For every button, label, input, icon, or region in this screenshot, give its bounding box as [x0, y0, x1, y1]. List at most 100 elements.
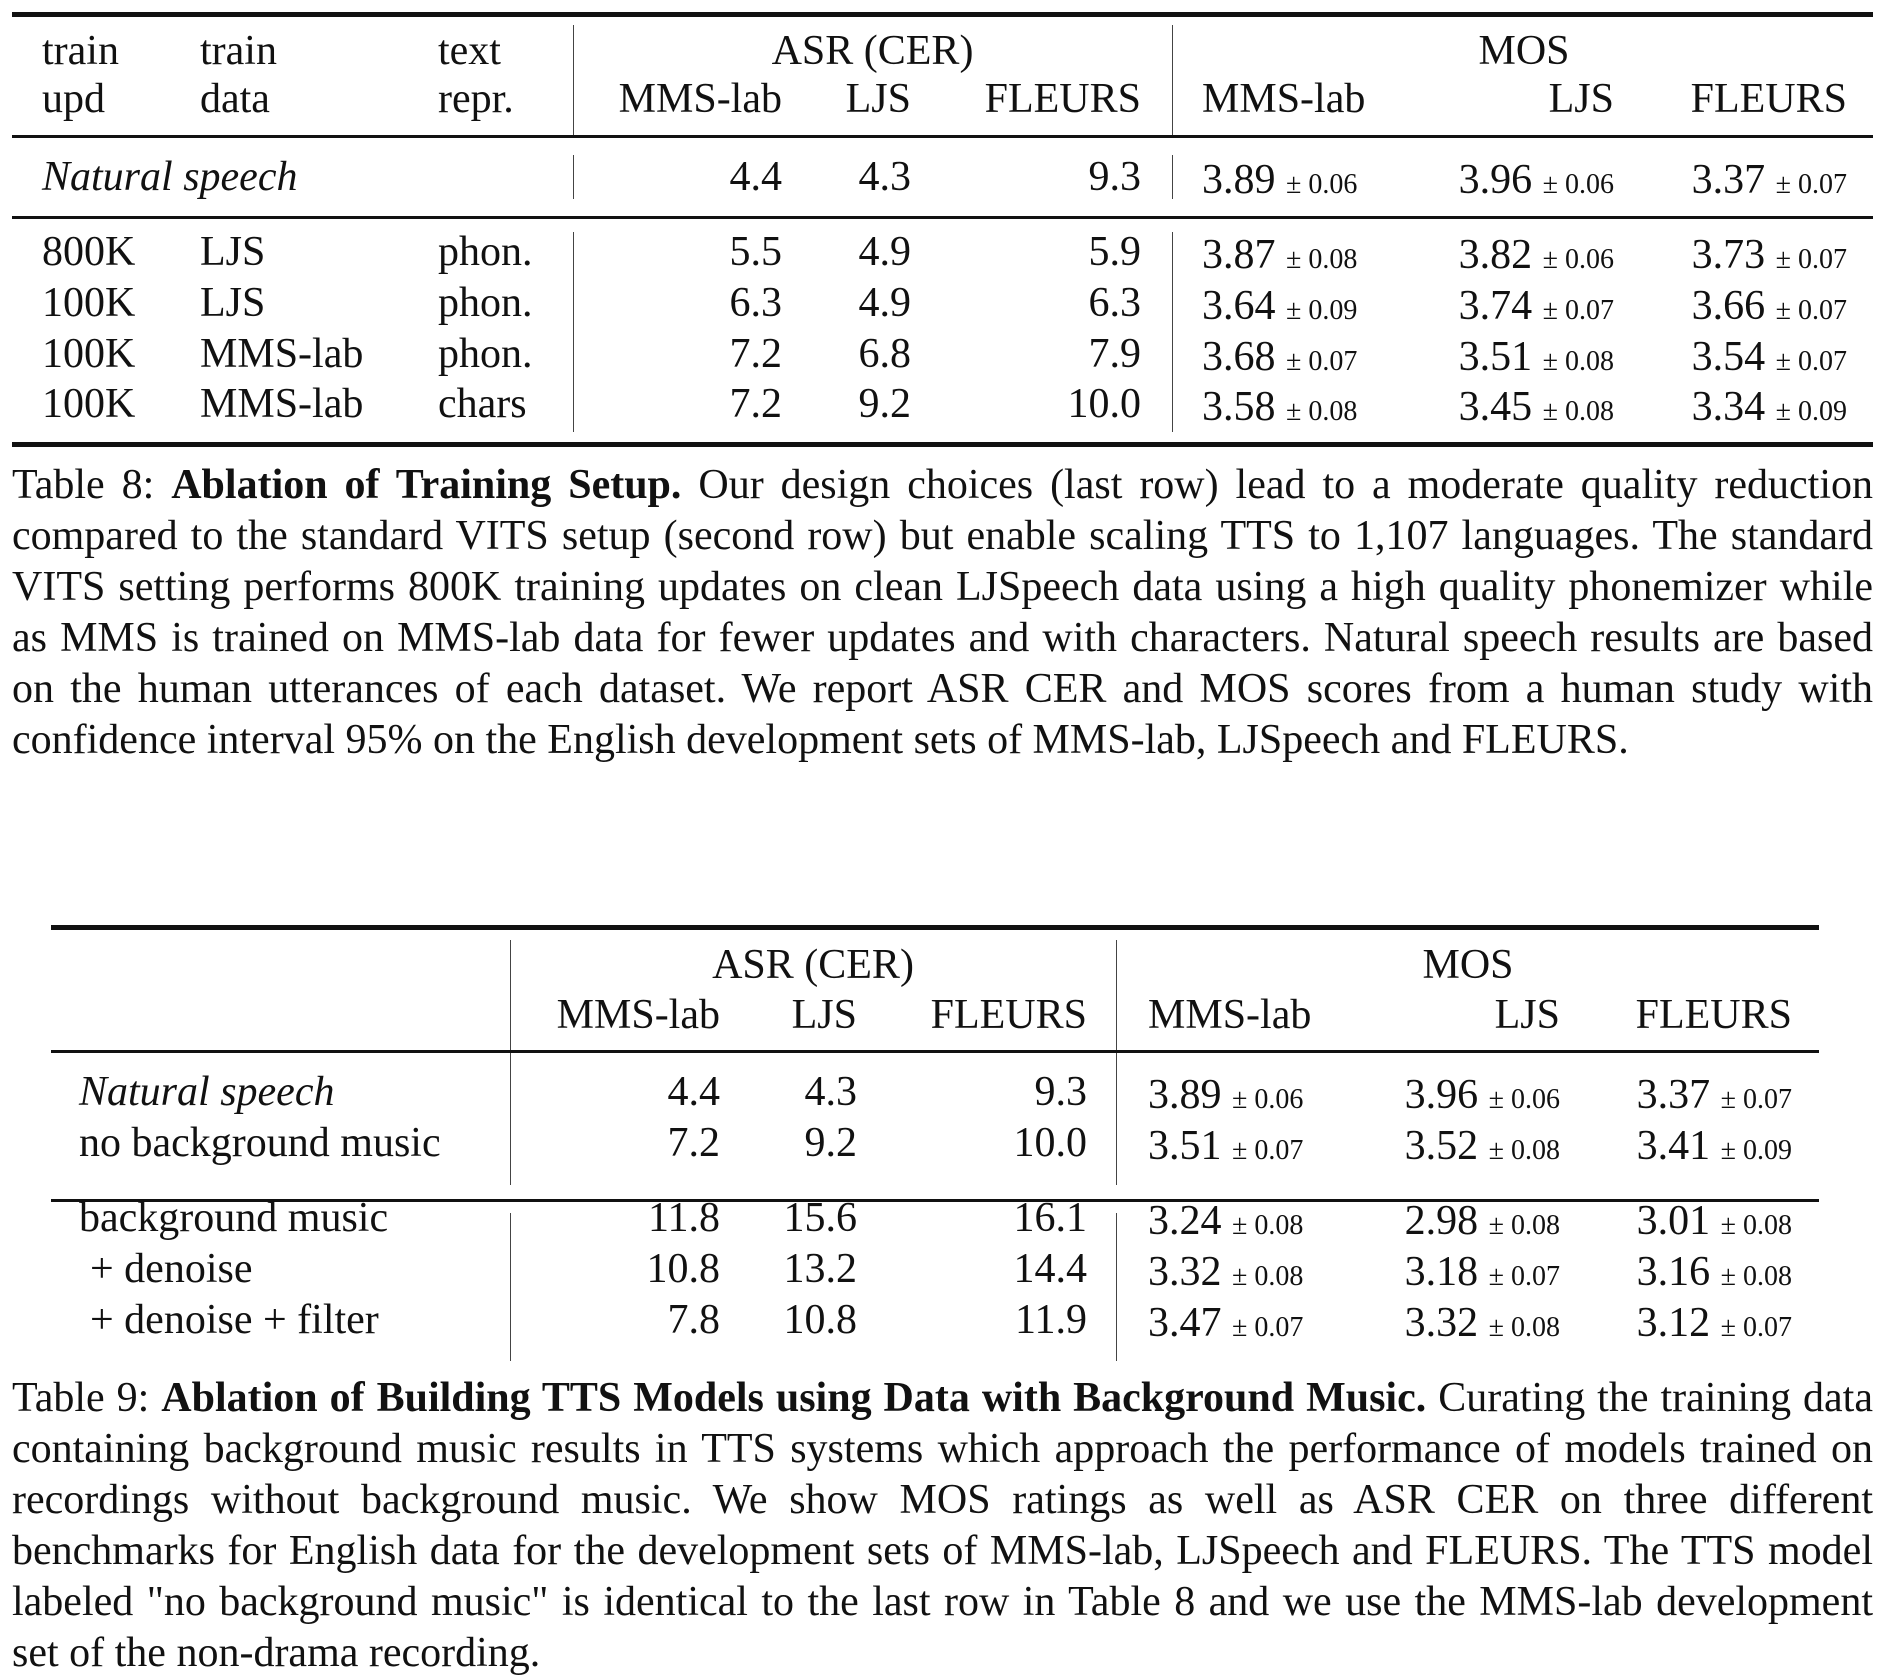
column-header-asr: FLEURS	[984, 76, 1141, 122]
asr-value: 4.4	[667, 1069, 721, 1115]
confidence-interval: ± 0.07	[1720, 1084, 1792, 1115]
asr-value: 4.3	[858, 154, 912, 200]
confidence-interval: ± 0.08	[1232, 1261, 1304, 1292]
column-header-mos: LJS	[1494, 992, 1560, 1038]
mos-value: 3.68	[1202, 334, 1276, 380]
mos-value: 3.58	[1202, 384, 1276, 430]
row-train-upd: 100K	[42, 331, 136, 377]
mos-cell: 3.89 ± 0.06	[1148, 1070, 1303, 1125]
confidence-interval: ± 0.09	[1286, 295, 1358, 326]
column-header: data	[200, 76, 270, 122]
row-text-repr: phon.	[438, 331, 533, 377]
confidence-interval: ± 0.08	[1488, 1135, 1560, 1166]
mos-value: 3.24	[1148, 1198, 1222, 1244]
table-9-caption: Table 9: Ablation of Building TTS Models…	[12, 1373, 1873, 1679]
confidence-interval: ± 0.07	[1542, 295, 1614, 326]
column-header-asr: FLEURS	[930, 992, 1087, 1038]
row-text-repr: phon.	[438, 229, 533, 275]
mos-cell: 3.58 ± 0.08	[1202, 382, 1357, 437]
mos-value: 3.37	[1636, 1072, 1711, 1118]
asr-value: 15.6	[783, 1195, 858, 1241]
column-divider	[1116, 940, 1117, 1068]
mos-cell: 3.24 ± 0.08	[1148, 1196, 1303, 1251]
mos-value: 3.12	[1636, 1300, 1711, 1346]
column-header-asr: MMS-lab	[618, 76, 782, 122]
row-text-repr: phon.	[438, 280, 533, 326]
mos-cell: 3.41 ± 0.09	[1637, 1121, 1792, 1176]
mos-cell: 3.51 ± 0.07	[1148, 1121, 1303, 1176]
confidence-interval: ± 0.07	[1488, 1261, 1560, 1292]
asr-value: 10.8	[646, 1246, 721, 1292]
mos-value: 3.37	[1691, 157, 1766, 203]
row-train-data: LJS	[200, 229, 266, 275]
asr-value: 6.8	[858, 331, 912, 377]
mos-value: 3.64	[1202, 283, 1276, 329]
mos-cell: 3.54 ± 0.07	[1692, 332, 1847, 387]
asr-value: 6.3	[729, 280, 783, 326]
column-divider	[510, 1213, 511, 1361]
column-header-mos: FLEURS	[1635, 992, 1792, 1038]
caption-body: Our design choices (last row) lead to a …	[12, 462, 1873, 763]
mos-value: 3.89	[1202, 157, 1276, 203]
mos-value: 3.54	[1691, 334, 1766, 380]
asr-value: 9.2	[804, 1120, 858, 1166]
mos-value: 3.51	[1148, 1123, 1222, 1169]
table-8-caption: Table 8: Ablation of Training Setup. Our…	[12, 460, 1873, 766]
mos-cell: 3.74 ± 0.07	[1459, 281, 1614, 336]
mos-value: 3.52	[1404, 1123, 1479, 1169]
confidence-interval: ± 0.07	[1775, 346, 1847, 377]
mos-cell: 3.87 ± 0.08	[1202, 230, 1357, 285]
asr-value: 16.1	[1013, 1195, 1088, 1241]
confidence-interval: ± 0.08	[1286, 244, 1358, 275]
mos-value: 3.96	[1404, 1072, 1479, 1118]
confidence-interval: ± 0.07	[1232, 1135, 1304, 1166]
mos-cell: 3.68 ± 0.07	[1202, 332, 1357, 387]
caption-title: Ablation of Training Setup.	[171, 462, 682, 508]
asr-value: 14.4	[1013, 1246, 1088, 1292]
caption-body: Curating the training data containing ba…	[12, 1375, 1873, 1676]
mos-cell: 3.34 ± 0.09	[1692, 382, 1847, 437]
confidence-interval: ± 0.09	[1720, 1135, 1792, 1166]
mos-cell: 3.66 ± 0.07	[1692, 281, 1847, 336]
row-train-data: MMS-lab	[200, 381, 364, 427]
confidence-interval: ± 0.08	[1232, 1210, 1304, 1241]
mos-value: 3.66	[1691, 283, 1766, 329]
row-train-upd: 100K	[42, 280, 136, 326]
mos-value: 3.32	[1404, 1300, 1479, 1346]
asr-value: 5.9	[1088, 229, 1142, 275]
confidence-interval: ± 0.07	[1720, 1312, 1792, 1343]
row-train-data: MMS-lab	[200, 331, 364, 377]
mos-cell: 3.12 ± 0.07	[1637, 1298, 1792, 1353]
asr-value: 11.8	[648, 1195, 720, 1241]
confidence-interval: ± 0.06	[1286, 169, 1358, 200]
mos-cell: 2.98 ± 0.08	[1405, 1196, 1560, 1251]
confidence-interval: ± 0.07	[1232, 1312, 1304, 1343]
column-divider	[1116, 1213, 1117, 1361]
column-divider	[1172, 25, 1173, 135]
asr-value: 4.3	[804, 1069, 858, 1115]
mos-cell: 3.47 ± 0.07	[1148, 1298, 1303, 1353]
row-train-upd: 800K	[42, 229, 136, 275]
asr-value: 7.2	[667, 1120, 721, 1166]
caption-label: Table 8:	[12, 462, 155, 508]
group-header-mos: MOS	[1478, 28, 1570, 74]
mos-cell: 3.18 ± 0.07	[1405, 1247, 1560, 1302]
column-header-mos: LJS	[1548, 76, 1614, 122]
column-header: train	[42, 28, 119, 74]
mos-value: 3.51	[1458, 334, 1533, 380]
group-header-asr: ASR (CER)	[712, 942, 914, 988]
mos-cell: 3.73 ± 0.07	[1692, 230, 1847, 285]
asr-value: 4.9	[858, 280, 912, 326]
row-label: + denoise + filter	[90, 1297, 379, 1343]
asr-value: 7.9	[1088, 331, 1142, 377]
column-header: text	[438, 28, 501, 74]
mos-value: 3.87	[1202, 232, 1276, 278]
table-rule	[51, 925, 1819, 930]
confidence-interval: ± 0.08	[1542, 396, 1614, 427]
column-divider	[573, 155, 574, 199]
group-header-mos: MOS	[1422, 942, 1514, 988]
confidence-interval: ± 0.07	[1286, 346, 1358, 377]
column-divider	[1172, 155, 1173, 199]
asr-value: 7.2	[729, 381, 783, 427]
column-header-asr: LJS	[791, 992, 857, 1038]
